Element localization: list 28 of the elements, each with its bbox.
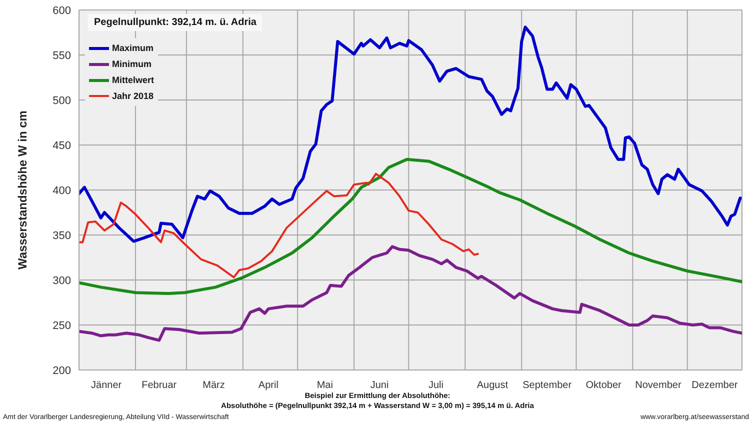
annotation: Pegelnullpunkt: 392,14 m. ü. Adria — [88, 14, 262, 31]
y-tick-label: 350 — [52, 230, 71, 242]
y-tick-label: 300 — [52, 274, 71, 287]
legend-label: Mittelwert — [112, 75, 154, 85]
y-tick-label: 200 — [52, 364, 71, 377]
x-tick-label: Juni — [370, 380, 389, 391]
line-series — [79, 172, 479, 278]
y-tick-label: 500 — [52, 94, 71, 107]
x-tick-label: Februar — [142, 380, 178, 391]
x-tick-label: September — [522, 380, 572, 391]
y-tick-label: 250 — [52, 320, 71, 332]
y-tick-label: 400 — [52, 184, 71, 197]
y-tick-label: 450 — [52, 140, 71, 152]
x-tick-label: Mai — [316, 380, 333, 391]
legend-label: Minimum — [112, 59, 152, 69]
x-tick-label: Juli — [428, 380, 444, 391]
y-tick-label: 600 — [52, 4, 71, 17]
y-tick-label: 550 — [52, 50, 71, 62]
x-tick-label: Jänner — [91, 380, 122, 391]
x-tick-label: April — [258, 380, 278, 391]
x-tick-label: August — [476, 380, 508, 391]
legend-label: Jahr 2018 — [112, 91, 154, 101]
x-tick-label: Dezember — [692, 380, 738, 391]
x-tick-label: März — [202, 380, 225, 391]
x-tick-label: November — [635, 380, 682, 391]
y-axis-title: Wasserstandshöhe W in cm — [15, 110, 30, 270]
x-tick-label: Oktober — [586, 380, 622, 391]
legend-label: Maximum — [112, 43, 154, 53]
